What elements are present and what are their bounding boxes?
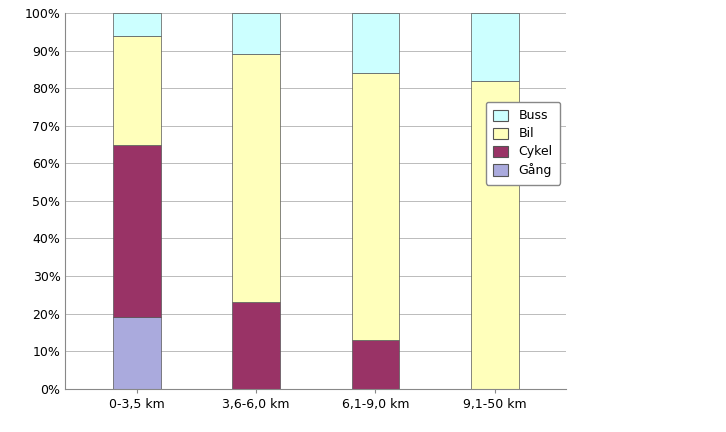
Bar	[232, 302, 280, 389]
Bar	[471, 81, 518, 389]
Bar	[351, 73, 399, 340]
Bar	[232, 13, 280, 54]
Bar	[113, 35, 160, 145]
Bar	[351, 340, 399, 389]
Bar	[113, 145, 160, 318]
Bar	[232, 54, 280, 302]
Bar	[471, 13, 518, 81]
Bar	[351, 13, 399, 73]
Legend: Buss, Bil, Cykel, Gång: Buss, Bil, Cykel, Gång	[486, 102, 560, 185]
Bar	[113, 13, 160, 35]
Bar	[113, 318, 160, 389]
